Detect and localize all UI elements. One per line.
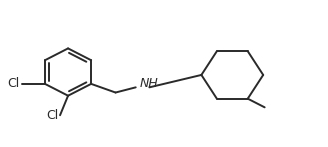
Text: NH: NH — [140, 77, 158, 90]
Text: Cl: Cl — [8, 77, 20, 90]
Text: Cl: Cl — [46, 109, 58, 122]
